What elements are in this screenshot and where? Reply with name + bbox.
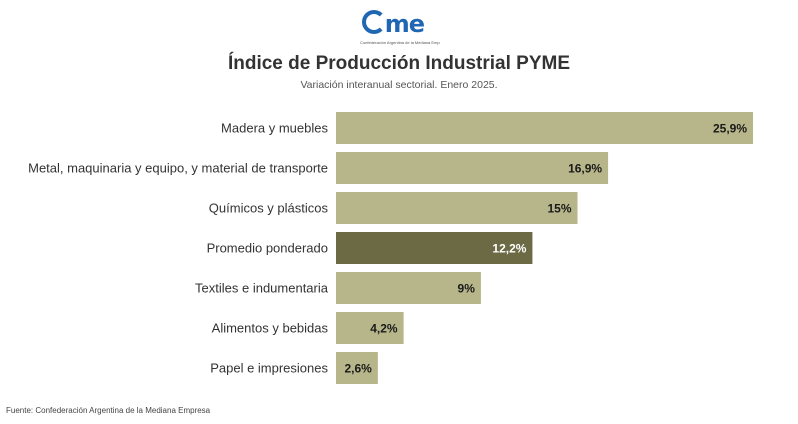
value-label: 15%	[547, 202, 571, 216]
category-label: Metal, maquinaria y equipo, y material d…	[28, 161, 328, 176]
value-label: 12,2%	[492, 242, 526, 256]
category-label: Papel e impresiones	[210, 361, 328, 376]
category-label: Alimentos y bebidas	[212, 321, 329, 336]
value-label: 25,9%	[713, 122, 747, 136]
category-label: Químicos y plásticos	[209, 201, 329, 216]
bar-2	[336, 192, 578, 224]
logo-wordmark: me	[370, 10, 425, 38]
category-label: Promedio ponderado	[207, 241, 328, 256]
value-label: 16,9%	[568, 162, 602, 176]
came-logo: me Confederación Argentina de la Mediana…	[360, 8, 440, 48]
bar-0	[336, 112, 753, 144]
bar-1	[336, 152, 609, 184]
bar-5	[336, 312, 404, 344]
category-label: Madera y muebles	[221, 121, 328, 136]
category-label: Textiles e indumentaria	[195, 281, 329, 296]
value-label: 2,6%	[345, 362, 373, 376]
logo-ring-icon	[362, 10, 386, 34]
value-label: 4,2%	[370, 322, 398, 336]
value-label: 9%	[458, 282, 476, 296]
bar-3	[336, 232, 533, 264]
chart-subtitle: Variación interanual sectorial. Enero 20…	[300, 79, 498, 91]
logo-tagline: Confederación Argentina de la Mediana Em…	[360, 40, 440, 45]
source-note: Fuente: Confederación Argentina de la Me…	[6, 406, 211, 415]
bar-4	[336, 272, 481, 304]
bar-6	[336, 352, 378, 384]
chart-title: Índice de Producción Industrial PYME	[227, 53, 571, 74]
